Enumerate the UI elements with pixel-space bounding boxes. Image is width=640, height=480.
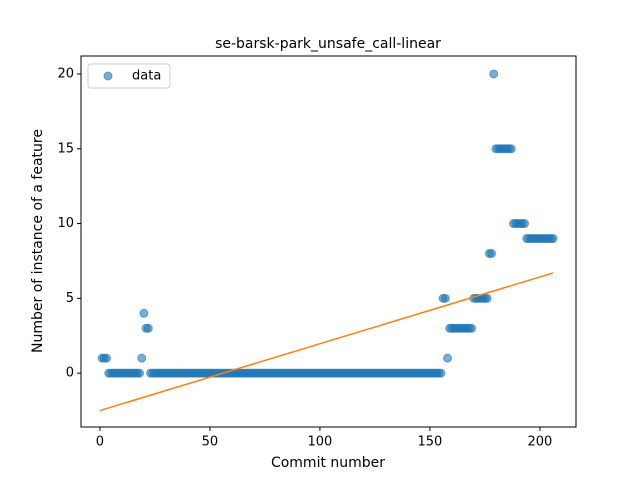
x-tick-label: 200: [528, 435, 553, 450]
x-axis-label: Commit number: [271, 455, 385, 471]
y-tick-label: 15: [57, 141, 74, 156]
data-point: [440, 293, 450, 303]
y-tick-label: 0: [66, 366, 74, 381]
data-point: [520, 219, 530, 229]
y-tick-label: 10: [57, 216, 74, 231]
x-tick-label: 100: [308, 435, 333, 450]
legend-label: data: [132, 69, 161, 84]
data-point: [135, 368, 145, 378]
data-point: [443, 353, 453, 363]
legend-marker: [103, 71, 113, 81]
data-point: [489, 69, 499, 79]
data-point: [139, 308, 149, 318]
plot-frame: [80, 55, 577, 428]
data-point: [548, 234, 558, 244]
x-tick-label: 150: [418, 435, 443, 450]
data-point: [436, 368, 446, 378]
data-point: [102, 353, 112, 363]
data-point: [137, 353, 147, 363]
fit-line: [99, 272, 554, 412]
data-point: [487, 248, 497, 258]
x-tick-label: 50: [202, 435, 219, 450]
y-axis-label: Number of instance of a feature: [30, 129, 46, 353]
data-point: [467, 323, 477, 333]
chart-title: se-barsk-park_unsafe_call-linear: [215, 36, 441, 52]
x-tick-label: 0: [96, 435, 104, 450]
data-point: [143, 323, 153, 333]
y-tick-label: 5: [66, 291, 74, 306]
y-tick-label: 20: [57, 66, 74, 81]
legend-box: [87, 63, 171, 89]
data-point: [482, 293, 492, 303]
data-point: [506, 144, 516, 154]
